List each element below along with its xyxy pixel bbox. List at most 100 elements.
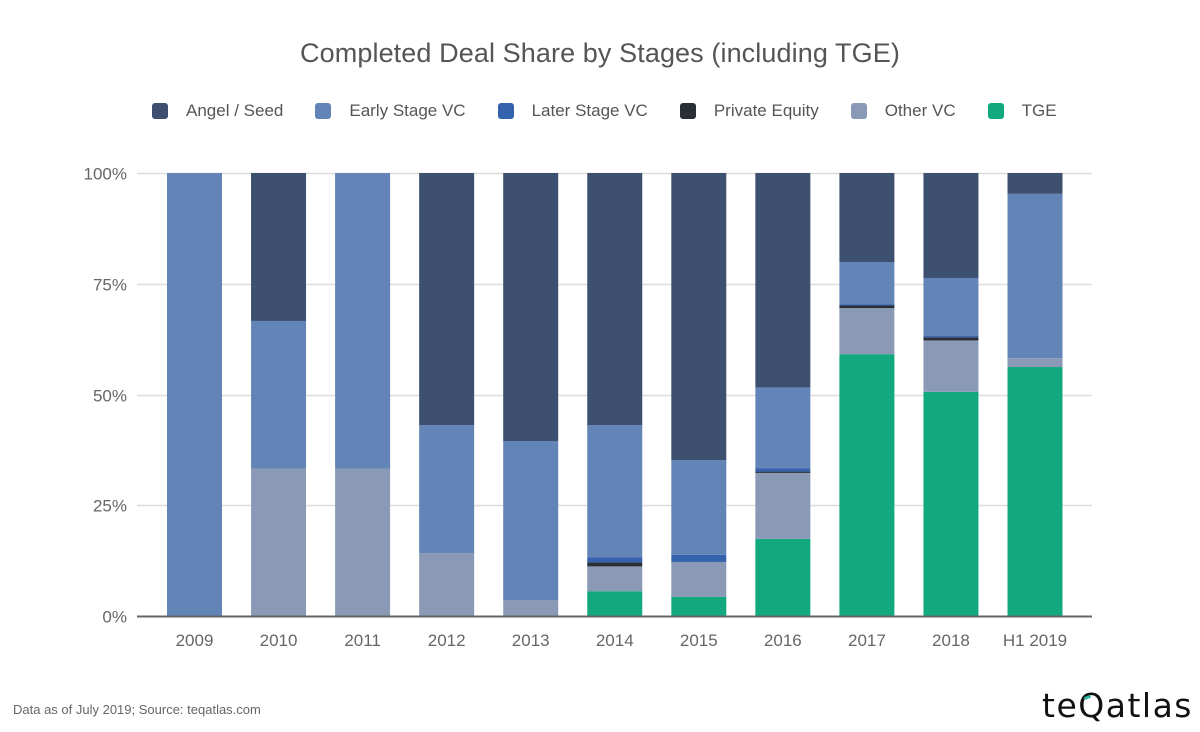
bar-segment-later-stage-vc bbox=[671, 554, 727, 562]
bar-stack-2015 bbox=[671, 173, 727, 616]
bar-segment-tge bbox=[671, 596, 727, 616]
legend-swatch bbox=[987, 103, 1004, 119]
axes: 0% 25% 50% 75% 100% 2009 2010 2011 2012 2013 2014 2… bbox=[84, 165, 1092, 650]
bar-stack-2009 bbox=[167, 173, 222, 616]
legend-item-other-vc: Other VC bbox=[850, 101, 956, 121]
bar-segment-angel-seed bbox=[587, 173, 643, 426]
y-tick-label: 50% bbox=[93, 387, 127, 406]
y-tick-label: 25% bbox=[93, 497, 127, 516]
bar-segment-other-vc bbox=[1007, 358, 1063, 368]
bar-segment-tge bbox=[755, 538, 811, 616]
y-tick-label: 0% bbox=[102, 608, 127, 627]
bar-segment-private-equity bbox=[755, 471, 811, 473]
legend-swatch bbox=[497, 103, 514, 119]
bar-segment-early-stage-vc bbox=[251, 320, 307, 469]
legend-item-later-stage-vc: Later Stage VC bbox=[497, 101, 648, 121]
bar-stack-2016 bbox=[755, 173, 811, 616]
bar-segment-early-stage-vc bbox=[167, 173, 222, 616]
source-note: Data as of July 2019; Source: teqatlas.c… bbox=[13, 702, 261, 717]
bar-segment-angel-seed bbox=[755, 173, 811, 388]
bar-segment-tge bbox=[923, 391, 979, 616]
bar-segment-angel-seed bbox=[923, 173, 979, 278]
legend-swatch bbox=[850, 103, 867, 119]
bar-segment-early-stage-vc bbox=[671, 460, 727, 555]
x-tick-label: 2010 bbox=[260, 631, 298, 650]
bar-segment-early-stage-vc bbox=[923, 277, 979, 337]
bar-segment-early-stage-vc bbox=[755, 387, 811, 469]
bar-segment-later-stage-vc bbox=[755, 468, 811, 472]
bar-segment-other-vc bbox=[419, 553, 475, 616]
bar-segment-other-vc bbox=[587, 566, 643, 592]
bar-segment-early-stage-vc bbox=[587, 425, 643, 558]
bar-stack-2017 bbox=[839, 173, 895, 616]
x-tick-label: 2016 bbox=[764, 631, 802, 650]
bar-segment-private-equity bbox=[923, 337, 979, 341]
bar-segment-early-stage-vc bbox=[419, 425, 475, 554]
bar-stack-2018 bbox=[923, 173, 979, 616]
bar-segment-later-stage-vc bbox=[923, 336, 979, 338]
bar-segment-early-stage-vc bbox=[503, 441, 559, 601]
x-tick-label: 2017 bbox=[848, 631, 886, 650]
legend-label: Later Stage VC bbox=[531, 101, 648, 120]
x-tick-label: H1 2019 bbox=[1003, 631, 1067, 650]
bar-segment-tge bbox=[1007, 367, 1063, 616]
bar-segment-other-vc bbox=[923, 340, 979, 392]
bar-segment-other-vc bbox=[503, 600, 559, 616]
legend-item-tge: TGE bbox=[987, 101, 1057, 121]
bar-segment-other-vc bbox=[671, 561, 727, 597]
bar-segment-other-vc bbox=[755, 472, 811, 539]
bar-stack-2014 bbox=[587, 173, 643, 616]
legend: Angel / Seed Early Stage VC Later Stage VC… bbox=[152, 100, 1089, 122]
legend-label: TGE bbox=[1021, 101, 1057, 120]
x-tick-label: 2015 bbox=[680, 631, 718, 650]
x-tick-label: 2014 bbox=[596, 631, 634, 650]
x-tick-label: 2012 bbox=[428, 631, 466, 650]
bar-segment-angel-seed bbox=[671, 173, 727, 461]
bar-segment-angel-seed bbox=[251, 173, 307, 321]
y-tick-label: 100% bbox=[84, 165, 127, 184]
bar-segment-other-vc bbox=[839, 308, 895, 355]
legend-label: Early Stage VC bbox=[349, 101, 466, 120]
legend-swatch bbox=[315, 103, 332, 119]
legend-swatch bbox=[152, 103, 168, 119]
bar-segment-later-stage-vc bbox=[587, 557, 643, 563]
bar-segment-other-vc bbox=[335, 468, 391, 616]
x-tick-label: 2009 bbox=[176, 631, 214, 650]
bar-segment-angel-seed bbox=[839, 173, 895, 263]
legend-item-early-stage-vc: Early Stage VC bbox=[315, 101, 466, 121]
legend-item-angel-seed: Angel / Seed bbox=[152, 101, 283, 121]
bar-segment-private-equity bbox=[839, 305, 895, 309]
bar-segment-other-vc bbox=[251, 468, 307, 616]
bar-segment-angel-seed bbox=[503, 173, 559, 442]
bar-segment-early-stage-vc bbox=[839, 262, 895, 305]
y-tick-label: 75% bbox=[93, 276, 127, 295]
legend-label: Private Equity bbox=[713, 101, 819, 120]
bar-segment-private-equity bbox=[587, 562, 643, 567]
bars bbox=[167, 173, 1063, 616]
legend-swatch bbox=[679, 103, 696, 119]
x-tick-label: 2018 bbox=[932, 631, 970, 650]
bar-stack-2013 bbox=[503, 173, 559, 616]
legend-label: Angel / Seed bbox=[186, 101, 284, 120]
bar-segment-later-stage-vc bbox=[839, 304, 895, 306]
bar-segment-tge bbox=[839, 354, 895, 616]
bar-stack-2010 bbox=[251, 173, 307, 616]
bar-segment-early-stage-vc bbox=[1007, 193, 1063, 359]
legend-item-private-equity: Private Equity bbox=[679, 101, 819, 121]
bar-stack-2012 bbox=[419, 173, 475, 616]
bar-stack-h1-2019 bbox=[1007, 173, 1063, 616]
bar-stack-2011 bbox=[335, 173, 391, 616]
x-tick-label: 2013 bbox=[512, 631, 550, 650]
teqatlas-logo: teQatlas bbox=[1042, 686, 1193, 725]
x-tick-label: 2011 bbox=[344, 631, 381, 650]
bar-segment-tge bbox=[587, 591, 643, 616]
bar-segment-angel-seed bbox=[1007, 173, 1063, 194]
logo-text-start: te bbox=[1042, 686, 1079, 725]
logo-text-end: atlas bbox=[1105, 686, 1193, 725]
legend-label: Other VC bbox=[884, 101, 956, 120]
logo-q: Q bbox=[1078, 686, 1106, 725]
bar-segment-angel-seed bbox=[419, 173, 475, 426]
chart-title: Completed Deal Share by Stages (includin… bbox=[300, 38, 900, 68]
bar-segment-early-stage-vc bbox=[335, 173, 391, 469]
